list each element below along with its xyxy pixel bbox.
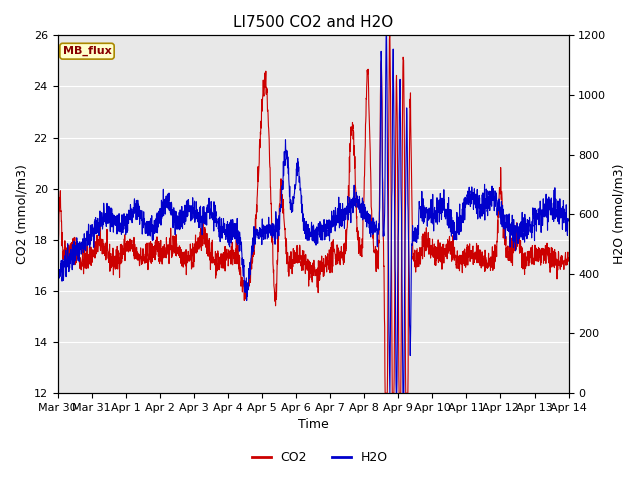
Title: LI7500 CO2 and H2O: LI7500 CO2 and H2O (233, 15, 393, 30)
Legend: CO2, H2O: CO2, H2O (247, 446, 393, 469)
X-axis label: Time: Time (298, 419, 328, 432)
Y-axis label: CO2 (mmol/m3): CO2 (mmol/m3) (15, 164, 28, 264)
Y-axis label: H2O (mmol/m3): H2O (mmol/m3) (612, 164, 625, 264)
Text: MB_flux: MB_flux (63, 46, 111, 56)
